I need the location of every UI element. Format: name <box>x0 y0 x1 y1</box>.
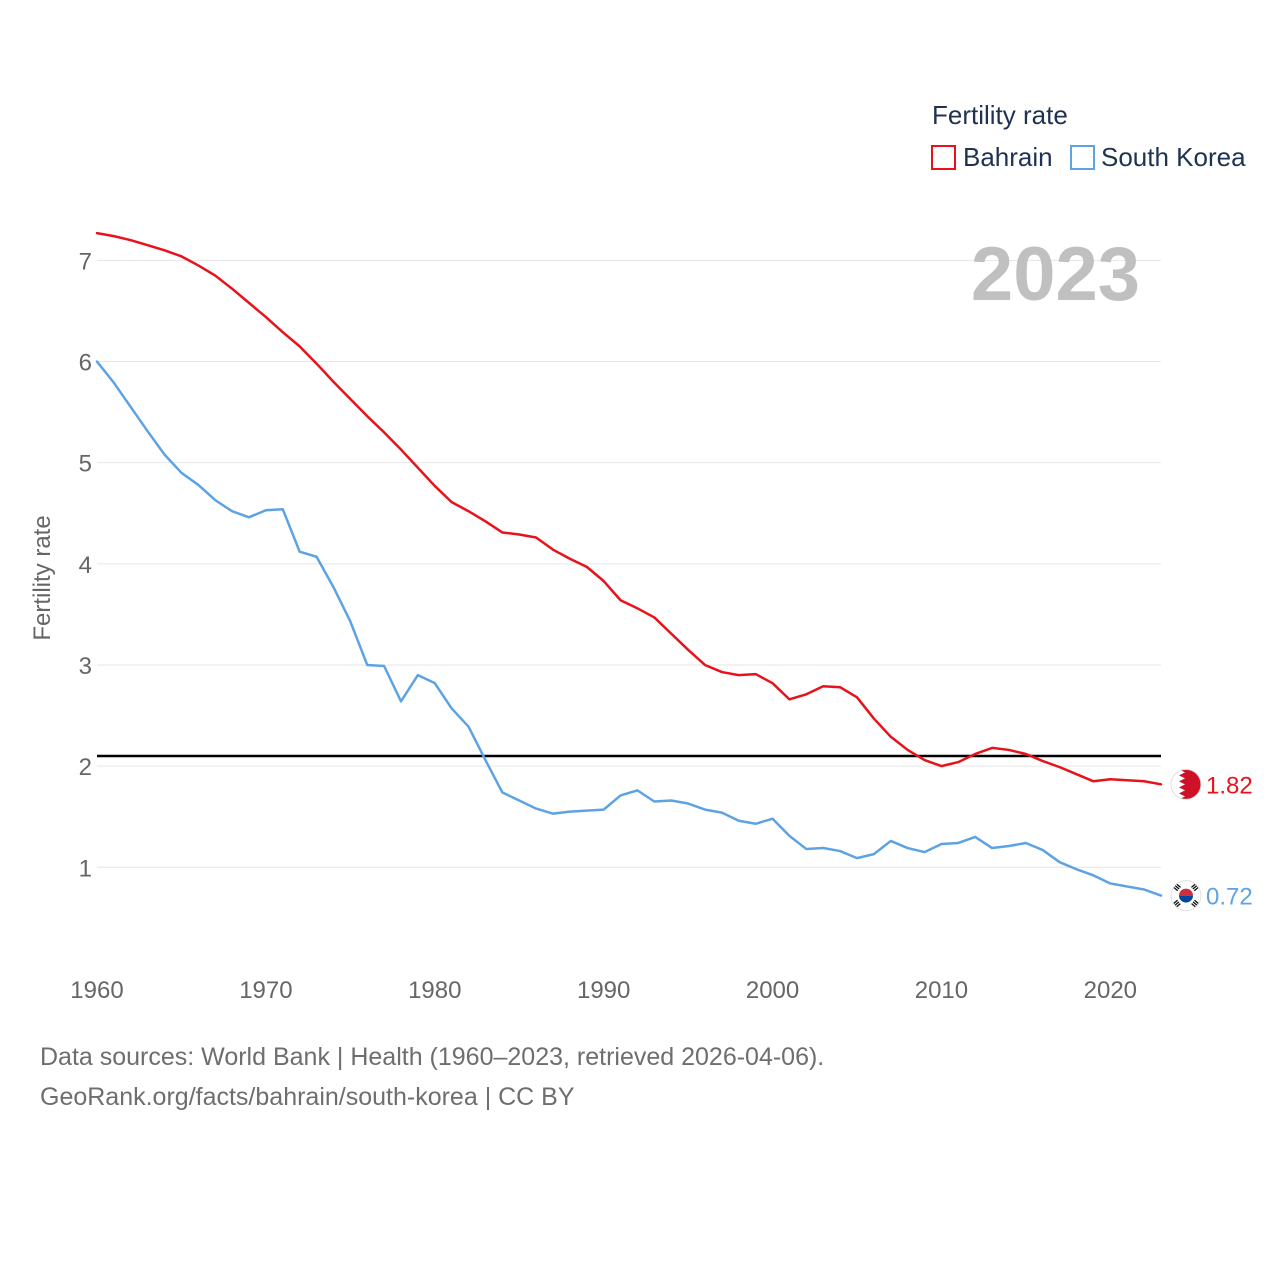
source-line: Data sources: World Bank | Health (1960–… <box>40 1043 825 1071</box>
flag-white-serrated-band <box>1171 769 1185 800</box>
url-line[interactable]: GeoRank.org/facts/bahrain/south-korea | … <box>40 1083 575 1111</box>
flag-body-bahrain <box>1171 769 1201 800</box>
x-tick-label-1970: 1970 <box>239 977 292 1004</box>
y-tick-label-2: 2 <box>79 754 92 781</box>
taeguk-red-half <box>1179 888 1193 896</box>
legend-swatch-bahrain <box>931 145 956 170</box>
legend-item-south-korea[interactable]: South Korea <box>1070 142 1246 172</box>
legend-title: Fertility rate <box>932 100 1068 130</box>
series-line-bahrain <box>95 231 1163 786</box>
x-tick-label-1990: 1990 <box>577 977 630 1004</box>
taeguk-blue-half <box>1179 895 1193 903</box>
flag-border-bahrain <box>1170 768 1202 800</box>
x-tick-label-1960: 1960 <box>70 977 123 1004</box>
flag-border-south-korea <box>1170 880 1202 912</box>
series-line-south-korea <box>95 360 1163 897</box>
legend: Fertility rate Bahrain South Korea <box>931 100 1246 172</box>
legend-label-bahrain: Bahrain <box>963 142 1053 172</box>
x-tick-label-2020: 2020 <box>1084 977 1137 1004</box>
x-tick-label-2000: 2000 <box>746 977 799 1004</box>
end-label-south-korea: 0.72 <box>1206 884 1253 911</box>
y-tick-label-6: 6 <box>79 350 92 377</box>
legend-item-bahrain[interactable]: Bahrain <box>931 142 1053 172</box>
y-tick-label-5: 5 <box>79 451 92 478</box>
y-tick-label-4: 4 <box>79 552 92 579</box>
bahrain-flag-icon <box>1170 768 1202 800</box>
south-korea-flag-icon <box>1170 880 1202 912</box>
y-axis-title: Fertility rate <box>29 515 56 640</box>
legend-label-south-korea: South Korea <box>1101 142 1246 172</box>
y-tick-label-3: 3 <box>79 653 92 680</box>
x-tick-label-1980: 1980 <box>408 977 461 1004</box>
gridlines <box>97 259 1161 868</box>
year-label: 2023 <box>971 232 1140 317</box>
series-end-markers: 1.82 0.72 <box>1170 768 1253 912</box>
legend-swatch-south-korea <box>1070 145 1095 170</box>
y-tick-label-7: 7 <box>79 248 92 275</box>
x-tick-label-2010: 2010 <box>915 977 968 1004</box>
series-lines <box>95 231 1163 897</box>
y-tick-label-1: 1 <box>79 855 92 882</box>
y-axis-ticks: 1 2 3 4 5 6 7 <box>79 248 92 882</box>
end-label-bahrain: 1.82 <box>1206 772 1253 799</box>
x-axis-ticks: 1960 1970 1980 1990 2000 2010 2020 <box>70 977 1137 1004</box>
